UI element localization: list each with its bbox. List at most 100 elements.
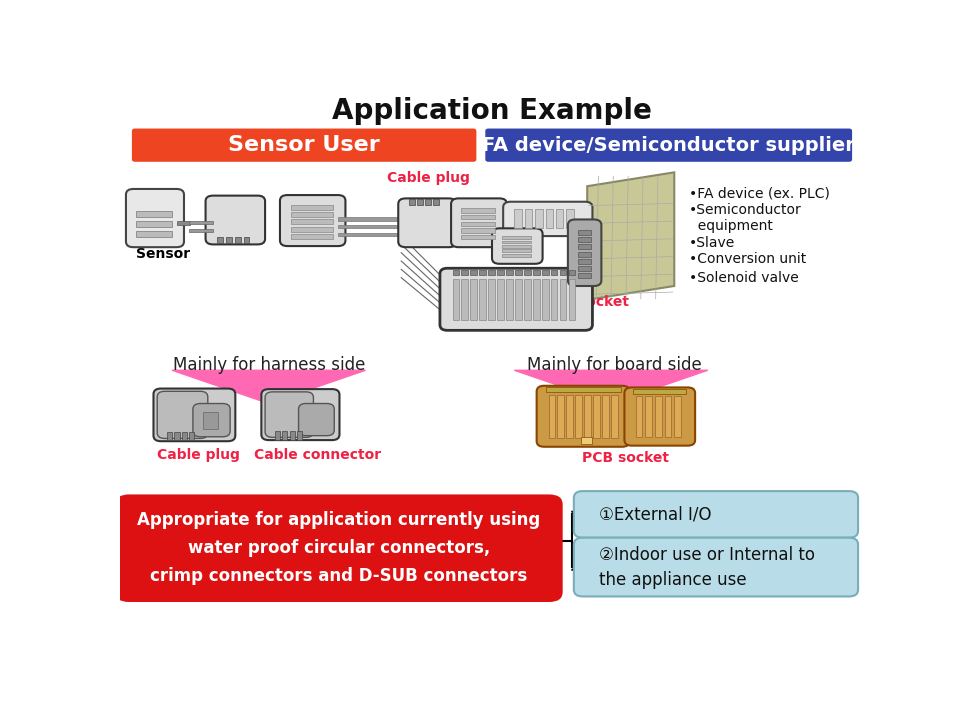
Bar	[244, 237, 250, 243]
Bar	[291, 227, 333, 232]
Bar	[461, 215, 495, 220]
Bar	[551, 271, 558, 275]
Bar	[578, 258, 591, 264]
Bar	[409, 199, 415, 205]
Bar	[291, 234, 333, 239]
Bar	[506, 279, 513, 320]
Bar	[189, 432, 194, 440]
Polygon shape	[515, 370, 708, 403]
FancyBboxPatch shape	[132, 129, 476, 162]
Bar	[585, 395, 591, 438]
FancyBboxPatch shape	[126, 189, 184, 247]
Bar	[560, 279, 566, 320]
Bar	[452, 279, 459, 320]
Text: ②Indoor use or Internal to
the appliance use: ②Indoor use or Internal to the appliance…	[599, 546, 815, 588]
Bar	[497, 271, 504, 275]
Text: •Solenoid valve: •Solenoid valve	[689, 271, 799, 284]
Bar	[548, 395, 555, 438]
Bar	[291, 220, 333, 225]
Bar	[338, 225, 401, 228]
Bar	[664, 396, 671, 437]
FancyBboxPatch shape	[492, 228, 542, 264]
Text: Mainly for harness side: Mainly for harness side	[173, 356, 365, 374]
Bar	[541, 279, 548, 320]
Text: Appropriate for application currently using
water proof circular connectors,
cri: Appropriate for application currently us…	[137, 511, 540, 585]
Bar	[506, 271, 513, 275]
Bar	[578, 273, 591, 278]
Text: Cable connector: Cable connector	[253, 448, 381, 462]
Bar	[502, 240, 531, 243]
Text: Cable plug: Cable plug	[387, 171, 470, 185]
FancyBboxPatch shape	[574, 491, 858, 538]
Bar	[479, 279, 486, 320]
Bar	[560, 271, 566, 275]
Bar	[634, 389, 686, 394]
Bar	[217, 237, 223, 243]
Bar	[516, 279, 522, 320]
Bar	[524, 279, 531, 320]
Bar	[502, 245, 531, 248]
Bar	[581, 437, 592, 444]
Bar	[338, 233, 401, 236]
FancyBboxPatch shape	[157, 391, 207, 438]
Bar	[282, 431, 287, 440]
Bar	[545, 387, 621, 392]
Bar	[226, 237, 231, 243]
Bar	[167, 432, 172, 440]
FancyBboxPatch shape	[537, 386, 630, 446]
FancyBboxPatch shape	[115, 495, 563, 602]
Bar	[461, 208, 495, 213]
FancyBboxPatch shape	[503, 202, 592, 236]
Text: Application Example: Application Example	[332, 97, 652, 125]
Bar	[470, 271, 477, 275]
Bar	[136, 230, 172, 237]
Bar	[578, 230, 591, 235]
Bar	[461, 222, 495, 226]
FancyBboxPatch shape	[624, 387, 695, 446]
Bar	[462, 279, 468, 320]
Bar	[556, 210, 564, 228]
Bar	[525, 210, 532, 228]
Text: PCB socket: PCB socket	[541, 294, 629, 308]
Text: Cable
socket: Cable socket	[292, 199, 343, 229]
Text: Mainly for board side: Mainly for board side	[527, 356, 702, 374]
Bar	[291, 205, 333, 210]
Bar	[655, 396, 661, 437]
Bar	[578, 244, 591, 249]
Bar	[578, 237, 591, 242]
Bar	[177, 220, 190, 225]
Text: •Slave: •Slave	[689, 235, 735, 250]
Bar	[290, 431, 295, 440]
FancyBboxPatch shape	[568, 220, 601, 286]
Text: •Semiconductor
  equipment: •Semiconductor equipment	[689, 203, 802, 233]
Polygon shape	[172, 370, 366, 403]
Bar	[502, 254, 531, 256]
FancyBboxPatch shape	[154, 389, 235, 441]
Bar	[470, 279, 477, 320]
FancyBboxPatch shape	[193, 403, 230, 437]
Bar	[136, 210, 172, 217]
Bar	[645, 396, 652, 437]
Bar	[275, 431, 280, 440]
Bar	[461, 235, 495, 240]
Bar	[297, 431, 302, 440]
Bar	[636, 396, 642, 437]
Bar	[524, 271, 531, 275]
FancyBboxPatch shape	[299, 403, 334, 436]
FancyBboxPatch shape	[398, 199, 456, 247]
Bar	[545, 210, 553, 228]
Bar	[489, 279, 495, 320]
FancyBboxPatch shape	[486, 129, 852, 162]
Bar	[433, 199, 439, 205]
Bar	[566, 395, 573, 438]
Text: Cable
plug: Cable plug	[217, 199, 261, 229]
FancyBboxPatch shape	[280, 195, 346, 246]
FancyBboxPatch shape	[451, 199, 507, 247]
Bar	[338, 217, 401, 220]
Text: Sensor User: Sensor User	[228, 135, 380, 156]
Bar	[578, 251, 591, 256]
Bar	[497, 279, 504, 320]
Bar	[489, 271, 495, 275]
FancyBboxPatch shape	[205, 196, 265, 244]
Bar	[578, 266, 591, 271]
